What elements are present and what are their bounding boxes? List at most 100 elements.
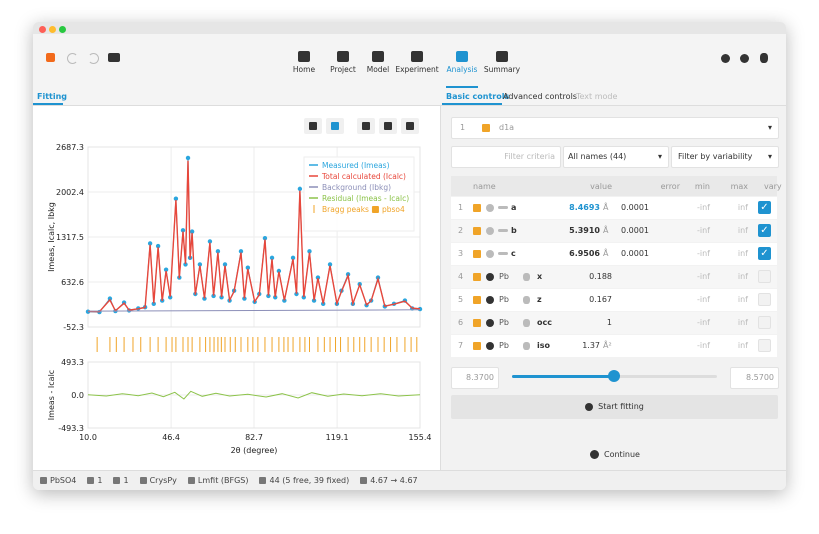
- toolbar-icon[interactable]: [456, 51, 468, 62]
- save-icon[interactable]: [46, 53, 55, 62]
- vary-checkbox[interactable]: ✓: [758, 247, 771, 260]
- column-header: vary: [764, 182, 782, 191]
- param-value: 5.3910: [569, 226, 600, 235]
- measured-point: [282, 298, 287, 303]
- vary-checkbox[interactable]: [758, 270, 771, 283]
- plot-tool-icon: [362, 122, 370, 130]
- toolbar-label[interactable]: Model: [366, 65, 390, 74]
- param-value: 0.188: [589, 272, 612, 281]
- names-filter[interactable]: All names (44) ▾: [563, 146, 669, 168]
- status-item: 1: [123, 476, 129, 485]
- param-name: b: [511, 226, 517, 235]
- measured-point: [219, 295, 224, 300]
- y-tick-label: 2002.4: [56, 188, 84, 197]
- measured-point: [266, 293, 271, 299]
- slider-max[interactable]: 8.5700: [730, 367, 779, 389]
- clear-icon[interactable]: [108, 53, 120, 62]
- undo-icon[interactable]: [67, 53, 78, 64]
- vary-checkbox[interactable]: ✓: [758, 224, 771, 237]
- param-icon: [498, 252, 508, 255]
- measured-point: [155, 243, 161, 249]
- param-min: -inf: [697, 272, 710, 281]
- param-name: z: [537, 295, 542, 304]
- toolbar-icon[interactable]: [496, 51, 508, 62]
- toolbar-icon[interactable]: [411, 51, 423, 62]
- column-header: min: [694, 182, 710, 191]
- phase-icon: [473, 204, 481, 212]
- measured-point: [107, 296, 113, 301]
- status-icon: [360, 477, 368, 484]
- vary-checkbox[interactable]: [758, 339, 771, 352]
- minimize-button[interactable]: [49, 26, 56, 33]
- continue-button[interactable]: Continue: [590, 449, 640, 461]
- toolbar-active-indicator: [446, 86, 478, 88]
- slider-handle[interactable]: [608, 370, 620, 382]
- parameter-row: 2 b 5.3910 Å 0.0001 -inf inf ✓: [451, 220, 777, 242]
- help-icon[interactable]: [740, 54, 749, 63]
- fitting-tab[interactable]: Fitting: [37, 92, 68, 101]
- measured-point: [163, 267, 169, 272]
- param-name: x: [537, 272, 543, 281]
- legend-label: Residual (Imeas - Icalc): [322, 194, 409, 203]
- status-icon: [259, 477, 267, 484]
- measured-point: [262, 235, 268, 241]
- y-tick-label: 2687.3: [56, 143, 84, 152]
- param-icon: [498, 229, 508, 232]
- param-value: 6.9506: [569, 249, 600, 258]
- toolbar-icon[interactable]: [298, 51, 310, 62]
- param-max: inf: [737, 341, 748, 350]
- close-button[interactable]: [39, 26, 46, 33]
- experiment-selector[interactable]: 1 d1a ▾: [451, 117, 779, 139]
- measured-point: [207, 239, 213, 244]
- vary-checkbox[interactable]: [758, 316, 771, 329]
- settings-icon[interactable]: [721, 54, 730, 63]
- param-name: iso: [537, 341, 550, 350]
- toolbar-label[interactable]: Experiment: [395, 65, 439, 74]
- toolbar-label[interactable]: Project: [330, 65, 356, 74]
- zoom-button[interactable]: [59, 26, 66, 33]
- redo-icon[interactable]: [88, 53, 99, 64]
- measured-point: [202, 296, 207, 301]
- param-error: 0.0001: [621, 249, 649, 258]
- param-min: -inf: [697, 341, 710, 350]
- legend-label: Total calculated (Icalc): [321, 172, 406, 181]
- plot-tool-icon: [309, 122, 317, 130]
- start-fitting-label: Start fitting: [598, 402, 644, 411]
- measured-point: [151, 301, 156, 307]
- toolbar-icon[interactable]: [372, 51, 384, 62]
- control-tab[interactable]: Basic controls: [446, 92, 510, 101]
- parameter-row: 3 c 6.9506 Å 0.0001 -inf inf ✓: [451, 243, 777, 265]
- control-tab[interactable]: Advanced controls: [503, 92, 577, 101]
- residual-axis-label: Imeas - Icalc: [47, 370, 56, 420]
- status-icon: [139, 477, 147, 484]
- measured-point: [185, 155, 191, 161]
- vary-checkbox[interactable]: ✓: [758, 201, 771, 214]
- param-value: 1: [606, 318, 612, 327]
- toolbar-label[interactable]: Summary: [483, 65, 521, 74]
- control-tab[interactable]: Text mode: [576, 92, 618, 101]
- toolbar-label[interactable]: Home: [292, 65, 316, 74]
- row-index: 7: [458, 341, 464, 350]
- variability-filter[interactable]: Filter by variability ▾: [671, 146, 779, 168]
- start-fitting-button[interactable]: Start fitting: [451, 395, 778, 419]
- atom-label: Pb: [499, 295, 509, 304]
- toolbar-label[interactable]: Analysis: [446, 65, 478, 74]
- phase-icon: [473, 273, 481, 281]
- measured-point: [297, 186, 303, 192]
- measured-point: [301, 295, 306, 300]
- vary-checkbox[interactable]: [758, 293, 771, 306]
- filter-criteria-input[interactable]: Filter criteria: [451, 146, 561, 168]
- category-icon: [486, 296, 494, 304]
- residual-tick-label: 493.3: [61, 358, 84, 367]
- phase-icon: [473, 227, 481, 235]
- row-index: 6: [458, 318, 464, 327]
- toolbar-icon[interactable]: [337, 51, 349, 62]
- phase-icon: [473, 296, 481, 304]
- measured-point: [320, 301, 326, 307]
- bug-icon[interactable]: [760, 53, 768, 63]
- category-icon: [486, 250, 494, 258]
- slider-min[interactable]: 8.3700: [451, 367, 499, 389]
- parameter-row: 6 Pb occ 1 -inf inf: [451, 312, 777, 334]
